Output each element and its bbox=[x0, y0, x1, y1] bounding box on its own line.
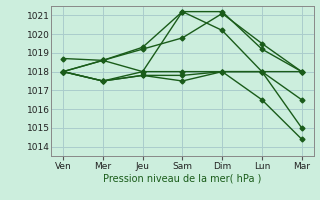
X-axis label: Pression niveau de la mer( hPa ): Pression niveau de la mer( hPa ) bbox=[103, 173, 261, 183]
